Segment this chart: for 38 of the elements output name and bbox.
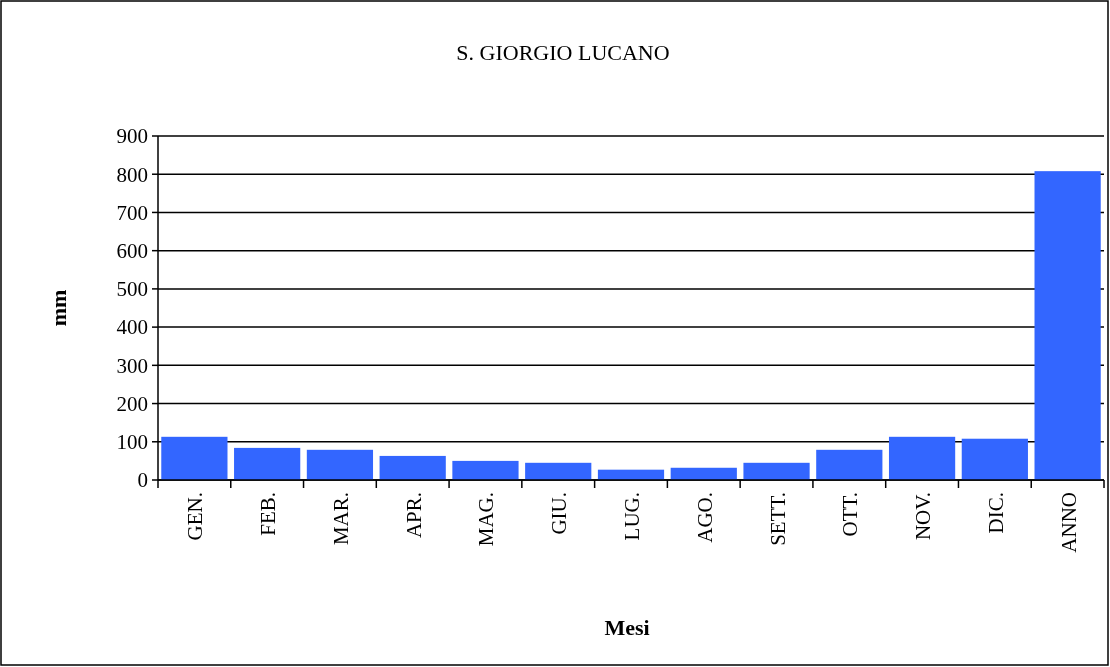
y-tick-label: 200	[116, 391, 148, 416]
y-axis-title: mm	[46, 289, 71, 327]
y-tick-label: 500	[116, 277, 148, 302]
x-tick-label: NOV.	[911, 492, 936, 541]
x-tick-label: APR.	[401, 492, 426, 539]
x-tick-label: FEB.	[256, 492, 281, 536]
y-tick-label: 0	[137, 468, 148, 493]
y-tick-label: 800	[116, 162, 148, 187]
bar	[161, 436, 228, 480]
x-tick-label: GIU.	[547, 492, 572, 535]
y-tick-label: 900	[116, 124, 148, 149]
x-tick-label: OTT.	[838, 492, 863, 537]
y-tick-label: 600	[116, 239, 148, 264]
bar	[1034, 171, 1101, 480]
x-tick-label: MAR.	[328, 492, 353, 546]
bar	[234, 447, 301, 480]
y-tick-label: 300	[116, 353, 148, 378]
chart-title: S. GIORGIO LUCANO	[456, 40, 670, 65]
x-tick-label: GEN.	[183, 492, 208, 541]
bar	[525, 462, 592, 480]
bar	[888, 436, 956, 480]
bar	[306, 449, 374, 480]
bar	[452, 460, 519, 480]
x-tick-label: LUG.	[620, 492, 644, 541]
bar	[961, 438, 1028, 480]
x-tick-label: ANNO	[1056, 492, 1081, 553]
x-tick-label: MAG.	[474, 492, 499, 547]
y-tick-label: 400	[116, 315, 148, 340]
y-tick-label: 700	[116, 200, 148, 225]
y-tick-label: 100	[116, 430, 148, 455]
x-tick-label: SETT.	[765, 492, 790, 546]
x-axis-title: Mesi	[604, 615, 650, 640]
x-tick-label: DIC.	[983, 492, 1008, 534]
bar	[379, 455, 446, 480]
x-tick-label: AGO.	[692, 492, 717, 543]
bar	[816, 449, 883, 480]
bar	[743, 462, 810, 480]
bar	[670, 467, 737, 480]
